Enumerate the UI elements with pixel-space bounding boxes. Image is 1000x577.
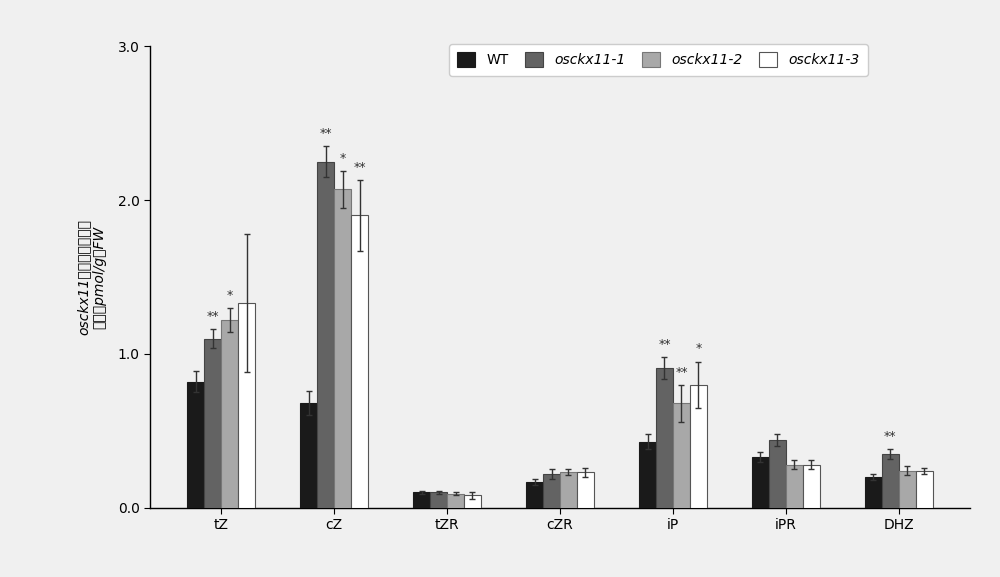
Bar (882, 454, 899, 508)
Bar (752, 457, 769, 508)
Text: **: ** (319, 127, 332, 140)
Bar (351, 215, 368, 508)
Bar (317, 162, 334, 508)
Text: **: ** (206, 310, 219, 323)
Bar (673, 403, 690, 508)
Text: **: ** (884, 430, 897, 443)
Bar (769, 440, 786, 508)
Text: *: * (695, 342, 701, 355)
Bar (803, 464, 820, 508)
Bar (187, 381, 204, 508)
Legend: WT, osckx11-1, osckx11-2, osckx11-3: WT, osckx11-1, osckx11-2, osckx11-3 (449, 44, 868, 76)
Bar (238, 303, 255, 508)
Bar (865, 477, 882, 508)
Text: **: ** (353, 161, 366, 174)
Text: *: * (339, 152, 346, 164)
Bar (786, 464, 803, 508)
Bar (464, 496, 481, 508)
Bar (899, 471, 916, 508)
Bar (656, 368, 673, 508)
Y-axis label: osckx11幼叶细胞分裂素
含量（pmol/g）FW: osckx11幼叶细胞分裂素 含量（pmol/g）FW (76, 219, 106, 335)
Bar (300, 403, 317, 508)
Bar (526, 482, 543, 508)
Bar (447, 494, 464, 508)
Bar (204, 339, 221, 508)
Bar (690, 385, 707, 508)
Text: **: ** (658, 338, 671, 351)
Bar (221, 320, 238, 508)
Bar (413, 492, 430, 508)
Text: *: * (227, 288, 233, 302)
Bar (430, 492, 447, 508)
Bar (639, 441, 656, 508)
Bar (334, 189, 351, 508)
Bar (577, 473, 594, 508)
Bar (560, 473, 577, 508)
Bar (916, 471, 933, 508)
Text: **: ** (675, 365, 688, 379)
Bar (543, 474, 560, 508)
